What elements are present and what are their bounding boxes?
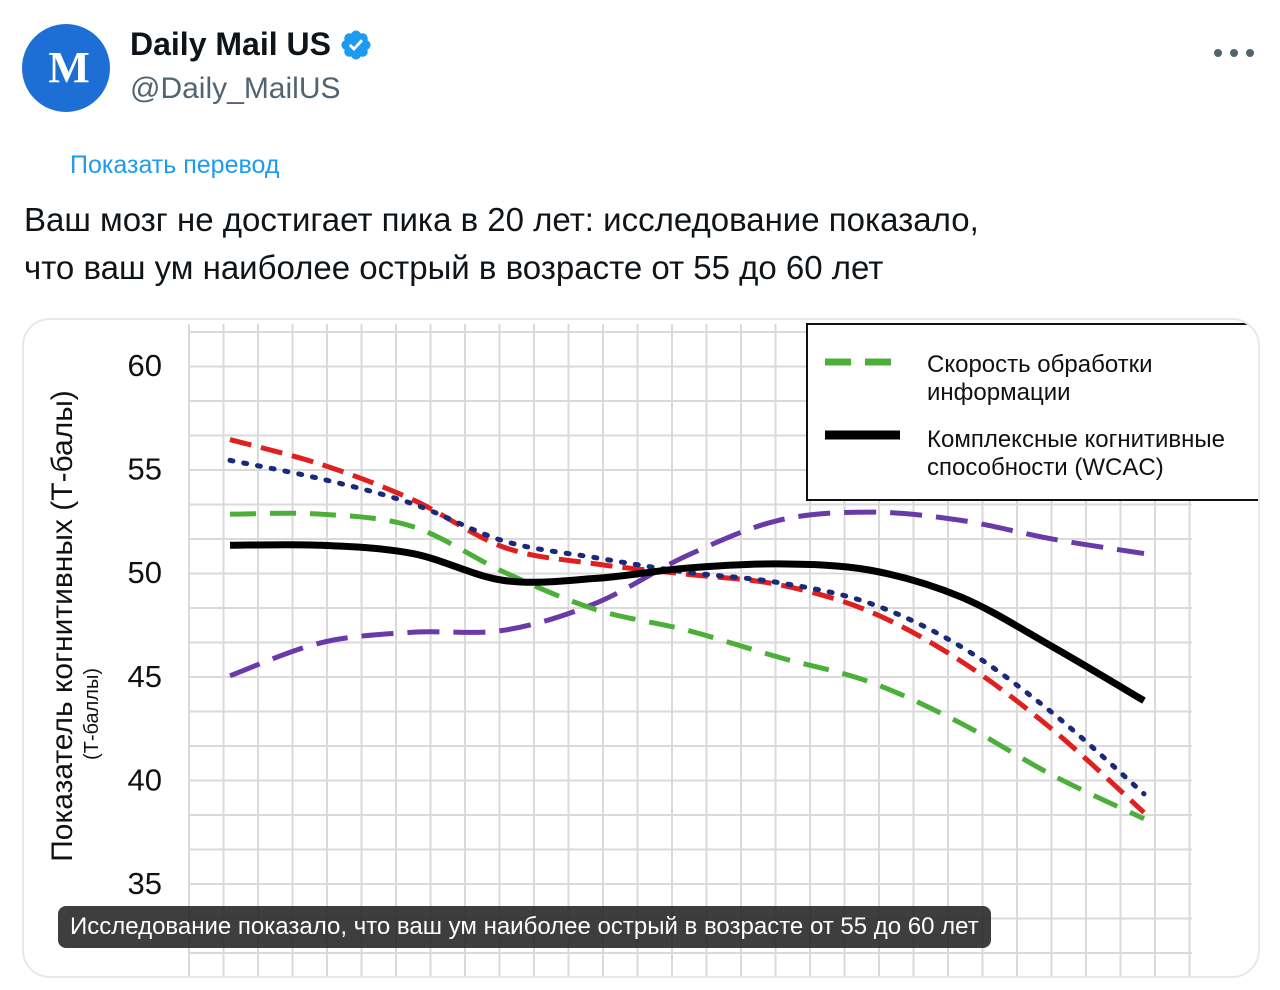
more-dot bbox=[1246, 49, 1254, 57]
more-dot bbox=[1214, 49, 1222, 57]
cognitive-chart: 60 55 50 45 40 35 Показатель когнитивных (Т-б… bbox=[46, 323, 1258, 976]
y-tick-label: 35 bbox=[128, 866, 162, 901]
avatar[interactable]: M bbox=[22, 24, 110, 112]
y-tick-label: 55 bbox=[128, 452, 162, 487]
chart-series bbox=[227, 437, 1147, 822]
tweet-text-line: что ваш ум наиболее острый в возрасте от… bbox=[24, 249, 884, 286]
y-tick-label: 50 bbox=[128, 555, 162, 590]
y-axis-label: Показатель когнитивных (Т-балы) bbox=[46, 390, 79, 862]
media-caption: Исследование показало, что ваш ум наибол… bbox=[58, 906, 991, 948]
series-line-purple-dashed bbox=[229, 509, 1145, 679]
account-handle[interactable]: @Daily_MailUS bbox=[130, 72, 341, 105]
series-line-black-solid bbox=[229, 541, 1146, 704]
tweet-text: Ваш мозг не достигает пика в 20 лет: исс… bbox=[24, 196, 1244, 292]
y-tick-label: 60 bbox=[128, 348, 162, 383]
series-line-green-dashed bbox=[229, 510, 1146, 822]
more-dot bbox=[1230, 49, 1238, 57]
y-tick-label: 40 bbox=[128, 762, 162, 797]
verified-badge-icon bbox=[341, 29, 371, 60]
tweet-text-line: Ваш мозг не достигает пика в 20 лет: исс… bbox=[24, 201, 979, 238]
legend-label-wcac-1: Комплексные когнитивные bbox=[927, 426, 1225, 453]
y-axis-ticks: 60 55 50 45 40 35 bbox=[128, 348, 162, 901]
account-name-row: Daily Mail US bbox=[130, 26, 373, 63]
legend-label-speed-1: Скорость обработки bbox=[927, 351, 1153, 378]
legend-label-wcac-2: способности (WCAC) bbox=[927, 454, 1164, 481]
display-name[interactable]: Daily Mail US bbox=[130, 26, 331, 62]
avatar-logo: M bbox=[48, 43, 89, 92]
y-tick-label: 45 bbox=[128, 659, 162, 694]
y-axis-label-group: Показатель когнитивных (Т-балы) (Т-баллы… bbox=[46, 390, 103, 862]
legend-label-speed-2: информации bbox=[927, 379, 1071, 406]
show-translation-link[interactable]: Показать перевод bbox=[70, 151, 280, 179]
legend-box bbox=[806, 323, 1258, 501]
tweet-media-chart[interactable]: 60 55 50 45 40 35 Показатель когнитивных (Т-б… bbox=[22, 318, 1260, 978]
more-options-icon[interactable] bbox=[1214, 38, 1254, 68]
series-line-navy-dotted bbox=[227, 457, 1147, 797]
chart-grid bbox=[188, 324, 1192, 976]
y-axis-sublabel: (Т-баллы) bbox=[81, 668, 103, 760]
legend: Скорость обработки информации Комплексны… bbox=[806, 323, 1258, 501]
